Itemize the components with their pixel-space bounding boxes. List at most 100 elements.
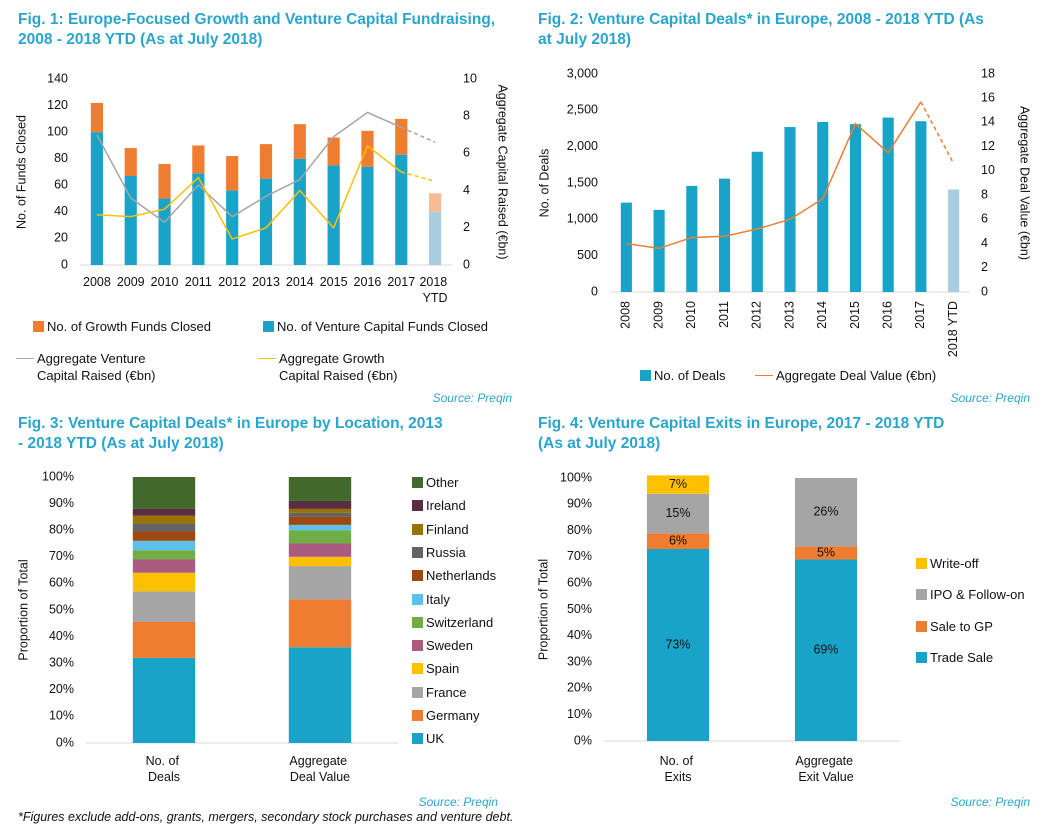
y-tick-label: 2,000 (567, 139, 598, 153)
y-tick-label: 70% (567, 549, 592, 563)
x-tick-label: No. of Deals (146, 754, 183, 784)
bar (288, 512, 352, 517)
chart-title: Fig. 2: Venture Capital Deals* in Europe… (538, 11, 984, 48)
legend-item: Spain (412, 660, 459, 677)
x-tick-label: 2010 (684, 301, 698, 329)
x-tick-label: 2016 (880, 301, 894, 329)
y-tick-label: 100% (560, 470, 592, 484)
legend-label: Trade Sale (930, 650, 994, 666)
y-tick-label: 0 (591, 284, 598, 298)
y-tick-label: 3,000 (567, 66, 598, 80)
y2-tick-label: 0 (463, 257, 470, 271)
legend-item: Other (412, 474, 459, 491)
y-tick-label: 0 (61, 257, 68, 271)
legend-label: Aggregate Deal Value (€bn) (776, 368, 937, 383)
y2-tick-label: 8 (463, 108, 470, 122)
bar (158, 198, 171, 265)
bar (429, 193, 442, 212)
data-label: 26% (813, 504, 838, 518)
x-tick-label: 2018 YTD (946, 301, 960, 357)
y-tick-label: 140 (47, 71, 68, 85)
data-label: 69% (813, 643, 838, 657)
x-tick-label: 2011 (717, 301, 731, 328)
bar (327, 165, 340, 265)
bar (718, 178, 731, 292)
y-tick-label: 120 (47, 98, 68, 112)
x-tick-label: 2017 (387, 275, 415, 289)
bar (90, 102, 103, 133)
legend-marker (412, 593, 423, 605)
y-tick-label: 20 (54, 231, 68, 245)
data-label: 5% (817, 545, 835, 559)
x-tick-label: 2014 (286, 275, 314, 289)
y-tick-label: 50% (567, 602, 592, 616)
bar (429, 211, 442, 265)
line (400, 126, 436, 143)
legend-marker (412, 500, 423, 512)
bar (259, 178, 273, 265)
x-tick-label: Aggregate Deal Value (289, 754, 350, 784)
legend-marker (412, 733, 423, 745)
y2-tick-label: 10 (981, 163, 995, 177)
x-tick-label: 2017 (913, 301, 927, 329)
data-label: 73% (665, 637, 690, 651)
x-tick-label: 2018 YTD (419, 275, 450, 305)
bar (288, 530, 352, 544)
bar (646, 475, 710, 494)
bar (288, 599, 352, 648)
legend-item: Russia (412, 544, 466, 561)
y-tick-label: 90% (49, 496, 74, 510)
legend-marker (412, 477, 423, 488)
bar (132, 657, 196, 743)
bar (288, 524, 352, 531)
y-axis-label: No. of Funds Closed (14, 115, 28, 229)
legend-marker (916, 620, 927, 632)
bar (794, 546, 858, 560)
legend-label: Write-off (930, 556, 979, 571)
bar (132, 621, 196, 658)
bar (686, 185, 698, 292)
data-label: 7% (669, 477, 687, 491)
bar (882, 117, 894, 292)
legend-marker (412, 616, 423, 628)
bar (132, 477, 196, 509)
legend-label: Switzerland (426, 614, 494, 630)
source: Source: Preqin (950, 391, 1030, 405)
legend-item: Netherlands (412, 567, 496, 584)
x-tick-label: 2010 (151, 275, 179, 289)
bar (817, 121, 829, 293)
y-tick-label: 0% (56, 735, 74, 749)
legend-marker (412, 686, 423, 698)
legend-item: Germany (412, 707, 479, 724)
x-tick-label: 2014 (815, 301, 829, 329)
bar (132, 540, 196, 551)
x-tick-label: 2009 (117, 275, 145, 289)
bar (395, 118, 408, 155)
legend-item: UK (412, 730, 444, 747)
y-tick-label: 40% (567, 628, 592, 642)
y-tick-label: 40% (49, 629, 74, 643)
bar (653, 209, 665, 292)
bar (132, 515, 196, 524)
legend-marker (258, 358, 276, 359)
bar (288, 566, 352, 600)
bar (646, 549, 710, 741)
bar (293, 124, 306, 159)
y-tick-label: 70% (49, 549, 74, 563)
legend-label: UK (426, 731, 445, 747)
bar (646, 493, 710, 534)
bar (132, 508, 196, 516)
bar (288, 543, 352, 557)
legend-marker (916, 652, 927, 664)
x-tick-label: 2008 (83, 275, 111, 289)
legend-label: Other (426, 475, 459, 490)
y-tick-label: 50% (49, 602, 74, 616)
bar (192, 173, 205, 265)
legend-label: Aggregate Growth Capital Raised (€bn) (279, 351, 398, 383)
y2-tick-label: 12 (981, 139, 995, 153)
y-tick-label: 30% (49, 655, 74, 669)
bar (620, 202, 632, 292)
legend-label: Sale to GP (930, 618, 993, 634)
bar (259, 144, 273, 179)
